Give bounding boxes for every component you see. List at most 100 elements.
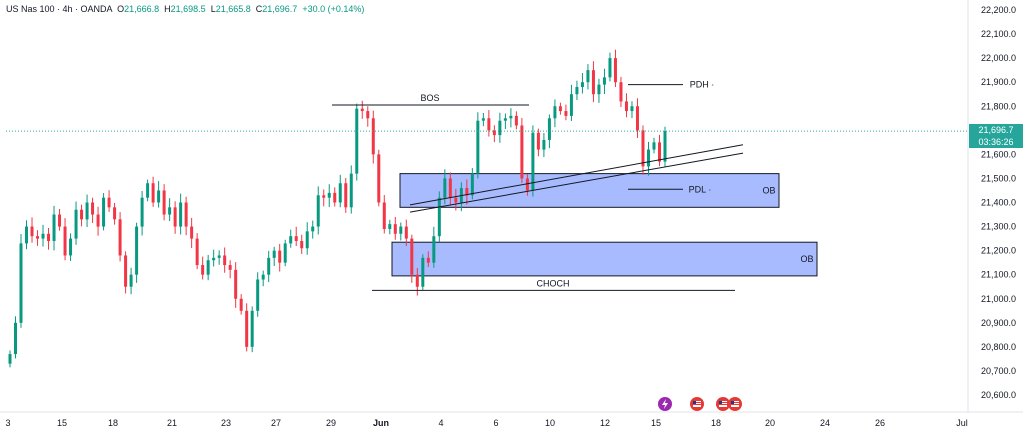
x-tick-label: 18 — [711, 418, 721, 428]
candle-body — [569, 94, 573, 116]
y-tick-label: 21,900.0 — [981, 77, 1016, 87]
lightning-event-icon[interactable] — [658, 397, 672, 411]
candle-body — [657, 142, 661, 162]
candle-body — [8, 354, 12, 364]
pdh-label: PDH · — [690, 80, 715, 90]
candle-body — [542, 139, 546, 150]
candle-body — [102, 197, 106, 227]
candle-body — [179, 202, 183, 227]
x-tick-label: 29 — [326, 418, 336, 428]
candle-body — [586, 70, 590, 83]
candle-body — [245, 310, 249, 347]
close-label: C — [255, 4, 263, 14]
x-tick-label: 23 — [221, 418, 231, 428]
price-axis[interactable]: 20,600.0 20,700.0 20,800.0 20,900.0 21,000.0… — [967, 0, 1016, 412]
candle-body — [201, 265, 205, 275]
x-tick-label: 12 — [600, 418, 610, 428]
candle-body — [289, 236, 293, 244]
candle-body — [503, 118, 507, 121]
candle-body — [305, 231, 309, 249]
candle-body — [410, 238, 414, 275]
candle-body — [492, 130, 496, 136]
candle-body — [454, 197, 458, 203]
candle-body — [443, 178, 447, 198]
time-axis[interactable]: 3 15 18 21 23 27 29 Jun 4 6 10 12 15 18 20 24 26 Jul — [0, 411, 1023, 428]
candle-body — [278, 250, 282, 263]
pdl-label: PDL · — [689, 184, 712, 194]
candle-body — [630, 106, 634, 112]
candle-body — [421, 257, 425, 287]
candle-body — [52, 214, 56, 241]
candle-body — [514, 115, 518, 126]
candle-body — [470, 173, 474, 196]
candle-body — [613, 58, 617, 83]
candle-body — [58, 214, 62, 227]
x-tick-label: Jul — [956, 418, 968, 428]
candle-body — [333, 192, 337, 203]
us-flag-event-icon[interactable] — [690, 397, 704, 411]
y-tick-label: 21,800.0 — [981, 101, 1016, 111]
y-tick-label: 22,100.0 — [981, 29, 1016, 39]
candle-body — [553, 106, 557, 119]
y-tick-label: 21,300.0 — [981, 222, 1016, 232]
low-label: L — [210, 4, 216, 14]
candle-body — [547, 118, 551, 140]
candle-body — [437, 197, 441, 237]
candle-body — [217, 255, 221, 258]
candle-body — [228, 265, 232, 270]
candle-body — [300, 241, 304, 249]
candle-body — [96, 214, 100, 227]
x-tick-label: 20 — [765, 418, 775, 428]
candle-body — [591, 70, 595, 95]
order-block-label: OB — [762, 185, 775, 195]
candle-body — [481, 118, 485, 121]
x-tick-label: 21 — [167, 418, 177, 428]
candle-body — [366, 111, 370, 119]
x-tick-label: 18 — [108, 418, 118, 428]
candle-body — [597, 84, 601, 95]
candle-body — [322, 195, 326, 198]
candle-body — [536, 132, 540, 150]
candle-body — [173, 207, 177, 227]
candle-body — [338, 183, 342, 203]
candle-body — [80, 209, 84, 220]
candle-body — [74, 209, 78, 239]
y-tick-label: 20,700.0 — [981, 366, 1016, 376]
candle-body — [355, 108, 359, 174]
candle-body — [113, 207, 117, 220]
candle-body — [36, 236, 40, 239]
candle-body — [69, 238, 73, 256]
candle-body — [602, 77, 606, 85]
candle-body — [250, 310, 254, 347]
x-tick-label: 4 — [438, 418, 443, 428]
us-flag-event-icon-2[interactable] — [716, 397, 730, 411]
chart-legend: US Nas 100 · 4h · OANDA O21,666.8 H21,69… — [6, 4, 364, 14]
order-block-zones: OB OB — [391, 173, 818, 277]
x-tick-label: 27 — [271, 418, 281, 428]
trendline-lower — [409, 144, 744, 206]
candle-body — [107, 197, 111, 208]
change-value: +30.0 (+0.14%) — [302, 4, 365, 14]
candle-body — [327, 192, 331, 198]
order-block-label: OB — [800, 254, 813, 264]
candle-body — [635, 106, 639, 131]
candle-body — [118, 219, 122, 256]
candle-body — [256, 279, 260, 311]
us-flag-event-icon-3[interactable] — [728, 397, 742, 411]
order-block-zone — [399, 173, 780, 208]
candle-body — [63, 226, 67, 256]
y-tick-label: 21,100.0 — [981, 270, 1016, 280]
candle-body — [19, 243, 23, 323]
candle-body — [124, 255, 128, 287]
low-value: 21,665.8 — [215, 4, 251, 14]
candle-body — [272, 250, 276, 258]
candle-body — [234, 269, 238, 299]
x-tick-label: 15 — [57, 418, 67, 428]
candle-body — [646, 149, 650, 167]
candle-body — [426, 257, 430, 263]
y-tick-label: 22,000.0 — [981, 53, 1016, 63]
candle-body — [14, 322, 18, 355]
candle-body — [283, 243, 287, 263]
candle-body — [404, 226, 408, 239]
